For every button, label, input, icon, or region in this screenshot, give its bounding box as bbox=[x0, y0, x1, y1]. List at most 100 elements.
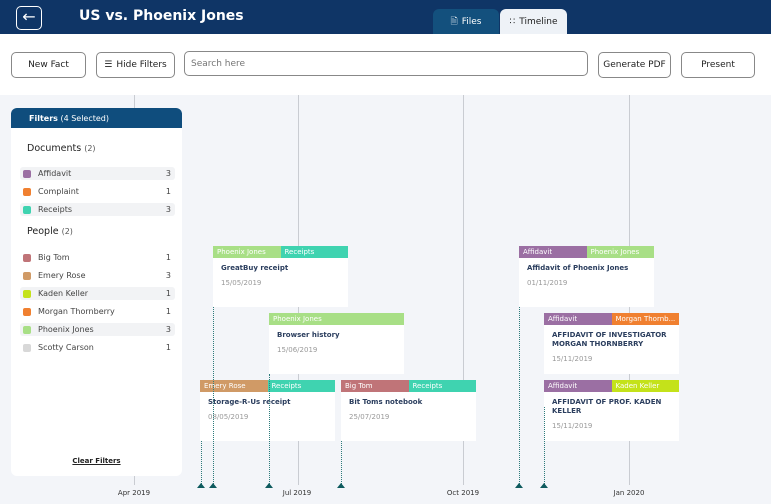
card-title: Affidavit of Phoenix Jones bbox=[527, 264, 629, 272]
hide-filters-button[interactable]: ☰ Hide Filters bbox=[96, 52, 175, 78]
filter-count: 1 bbox=[165, 307, 171, 316]
axis-label: Oct 2019 bbox=[446, 489, 480, 497]
card-title: Browser history bbox=[277, 331, 340, 339]
filter-label: Big Tom bbox=[38, 253, 70, 262]
color-swatch bbox=[23, 169, 31, 178]
clear-filters-link[interactable]: Clear Filters bbox=[72, 457, 121, 465]
date-marker-icon[interactable] bbox=[209, 483, 217, 488]
timeline-card[interactable]: Affidavit Morgan Thornb... AFFIDAVIT OF IN… bbox=[544, 313, 679, 374]
card-date: 15/11/2019 bbox=[552, 355, 593, 363]
timeline-card[interactable]: Big Tom Receipts Bit Toms notebook 25/07/20… bbox=[341, 380, 476, 441]
timeline-card[interactable]: Affidavit Phoenix Jones Affidavit of Phoen… bbox=[519, 246, 654, 307]
color-swatch bbox=[23, 205, 31, 214]
color-swatch bbox=[23, 289, 31, 298]
filter-item[interactable]: Big Tom 1 bbox=[20, 251, 175, 264]
filter-label: Morgan Thornberry bbox=[38, 307, 115, 316]
new-fact-button[interactable]: New Fact bbox=[11, 52, 86, 78]
filter-item[interactable]: Emery Rose 3 bbox=[20, 269, 175, 282]
date-marker-icon[interactable] bbox=[265, 483, 273, 488]
timeline-card[interactable]: Phoenix Jones Browser history 15/06/2019 bbox=[269, 313, 404, 374]
card-tags: Emery Rose Receipts bbox=[200, 380, 335, 392]
sliders-icon: ☰ bbox=[104, 60, 113, 70]
date-marker-icon[interactable] bbox=[337, 483, 345, 488]
generate-pdf-button[interactable]: Generate PDF bbox=[598, 52, 671, 78]
card-tags: Affidavit Kaden Keller bbox=[544, 380, 679, 392]
color-swatch bbox=[23, 253, 31, 262]
filter-label: Complaint bbox=[38, 187, 79, 196]
group-label: People bbox=[27, 226, 59, 237]
tab-files[interactable]: 🗎 Files bbox=[433, 9, 499, 34]
card-tag: Affidavit bbox=[544, 380, 612, 392]
app-header bbox=[0, 0, 771, 34]
card-tag: Phoenix Jones bbox=[586, 246, 654, 258]
card-tag: Receipts bbox=[267, 380, 335, 392]
card-tags: Affidavit Phoenix Jones bbox=[519, 246, 654, 258]
documents-heading: Documents (2) bbox=[27, 143, 96, 154]
card-tag: Receipts bbox=[280, 246, 348, 258]
card-tags: Phoenix Jones Receipts bbox=[213, 246, 348, 258]
card-date: 15/11/2019 bbox=[552, 422, 593, 430]
filter-count: 3 bbox=[165, 169, 171, 178]
color-swatch bbox=[23, 325, 31, 334]
filter-item[interactable]: Complaint 1 bbox=[20, 185, 175, 198]
filter-count: 1 bbox=[165, 343, 171, 352]
color-swatch bbox=[23, 187, 31, 196]
filter-count: 1 bbox=[165, 289, 171, 298]
card-date: 25/07/2019 bbox=[349, 413, 390, 421]
group-count: (2) bbox=[61, 227, 73, 236]
card-title: Storage-R-Us receipt bbox=[208, 398, 291, 406]
card-tag: Big Tom bbox=[341, 380, 409, 392]
filter-count: 3 bbox=[165, 205, 171, 214]
filters-header: Filters (4 Selected) bbox=[11, 108, 182, 128]
filter-count: 1 bbox=[165, 253, 171, 262]
timeline-card[interactable]: Emery Rose Receipts Storage-R-Us receipt 08… bbox=[200, 380, 335, 441]
date-marker-icon[interactable] bbox=[197, 483, 205, 488]
filter-label: Kaden Keller bbox=[38, 289, 89, 298]
back-button[interactable]: ← bbox=[16, 6, 42, 30]
axis-label: Apr 2019 bbox=[117, 489, 151, 497]
color-swatch bbox=[23, 307, 31, 316]
card-title: AFFIDAVIT OF PROF. KADEN KELLER bbox=[552, 398, 662, 415]
timeline-card[interactable]: Phoenix Jones Receipts GreatBuy receipt 15/… bbox=[213, 246, 348, 307]
card-tag: Kaden Keller bbox=[611, 380, 679, 392]
card-date: 15/05/2019 bbox=[221, 279, 262, 287]
date-connector bbox=[519, 307, 520, 484]
card-tag: Affidavit bbox=[519, 246, 587, 258]
tab-timeline[interactable]: ∷ Timeline bbox=[500, 9, 567, 34]
page-title: US vs. Phoenix Jones bbox=[79, 8, 244, 24]
tab-label: Timeline bbox=[519, 16, 558, 27]
button-label: Generate PDF bbox=[603, 60, 666, 70]
date-connector bbox=[269, 374, 270, 484]
card-tag: Affidavit bbox=[544, 313, 612, 325]
button-label: Present bbox=[701, 60, 735, 70]
file-icon: 🗎 bbox=[450, 16, 458, 27]
color-swatch bbox=[23, 271, 31, 280]
card-tag: Receipts bbox=[408, 380, 476, 392]
date-marker-icon[interactable] bbox=[515, 483, 523, 488]
axis-label: Jan 2020 bbox=[613, 489, 645, 497]
filter-item[interactable]: Kaden Keller 1 bbox=[20, 287, 175, 300]
card-tags: Phoenix Jones bbox=[269, 313, 404, 325]
color-swatch bbox=[23, 343, 31, 352]
card-tag: Morgan Thornb... bbox=[611, 313, 679, 325]
card-tag: Emery Rose bbox=[200, 380, 268, 392]
timeline-card[interactable]: Affidavit Kaden Keller AFFIDAVIT OF PROF. … bbox=[544, 380, 679, 441]
card-date: 15/06/2019 bbox=[277, 346, 318, 354]
date-connector bbox=[201, 441, 202, 484]
card-title: Bit Toms notebook bbox=[349, 398, 423, 406]
button-label: New Fact bbox=[28, 60, 69, 70]
filter-item[interactable]: Phoenix Jones 3 bbox=[20, 323, 175, 336]
tab-label: Files bbox=[461, 16, 482, 27]
filter-item[interactable]: Receipts 3 bbox=[20, 203, 175, 216]
search-input[interactable] bbox=[184, 51, 588, 76]
gridline bbox=[463, 95, 464, 485]
filters-panel: Filters (4 Selected) Documents (2) Peopl… bbox=[11, 108, 182, 476]
filter-item[interactable]: Morgan Thornberry 1 bbox=[20, 305, 175, 318]
filter-label: Scotty Carson bbox=[38, 343, 94, 352]
filter-item[interactable]: Scotty Carson 1 bbox=[20, 341, 175, 354]
present-button[interactable]: Present bbox=[681, 52, 755, 78]
filter-label: Phoenix Jones bbox=[38, 325, 94, 334]
filter-item[interactable]: Affidavit 3 bbox=[20, 167, 175, 180]
card-tags: Big Tom Receipts bbox=[341, 380, 476, 392]
date-marker-icon[interactable] bbox=[540, 483, 548, 488]
